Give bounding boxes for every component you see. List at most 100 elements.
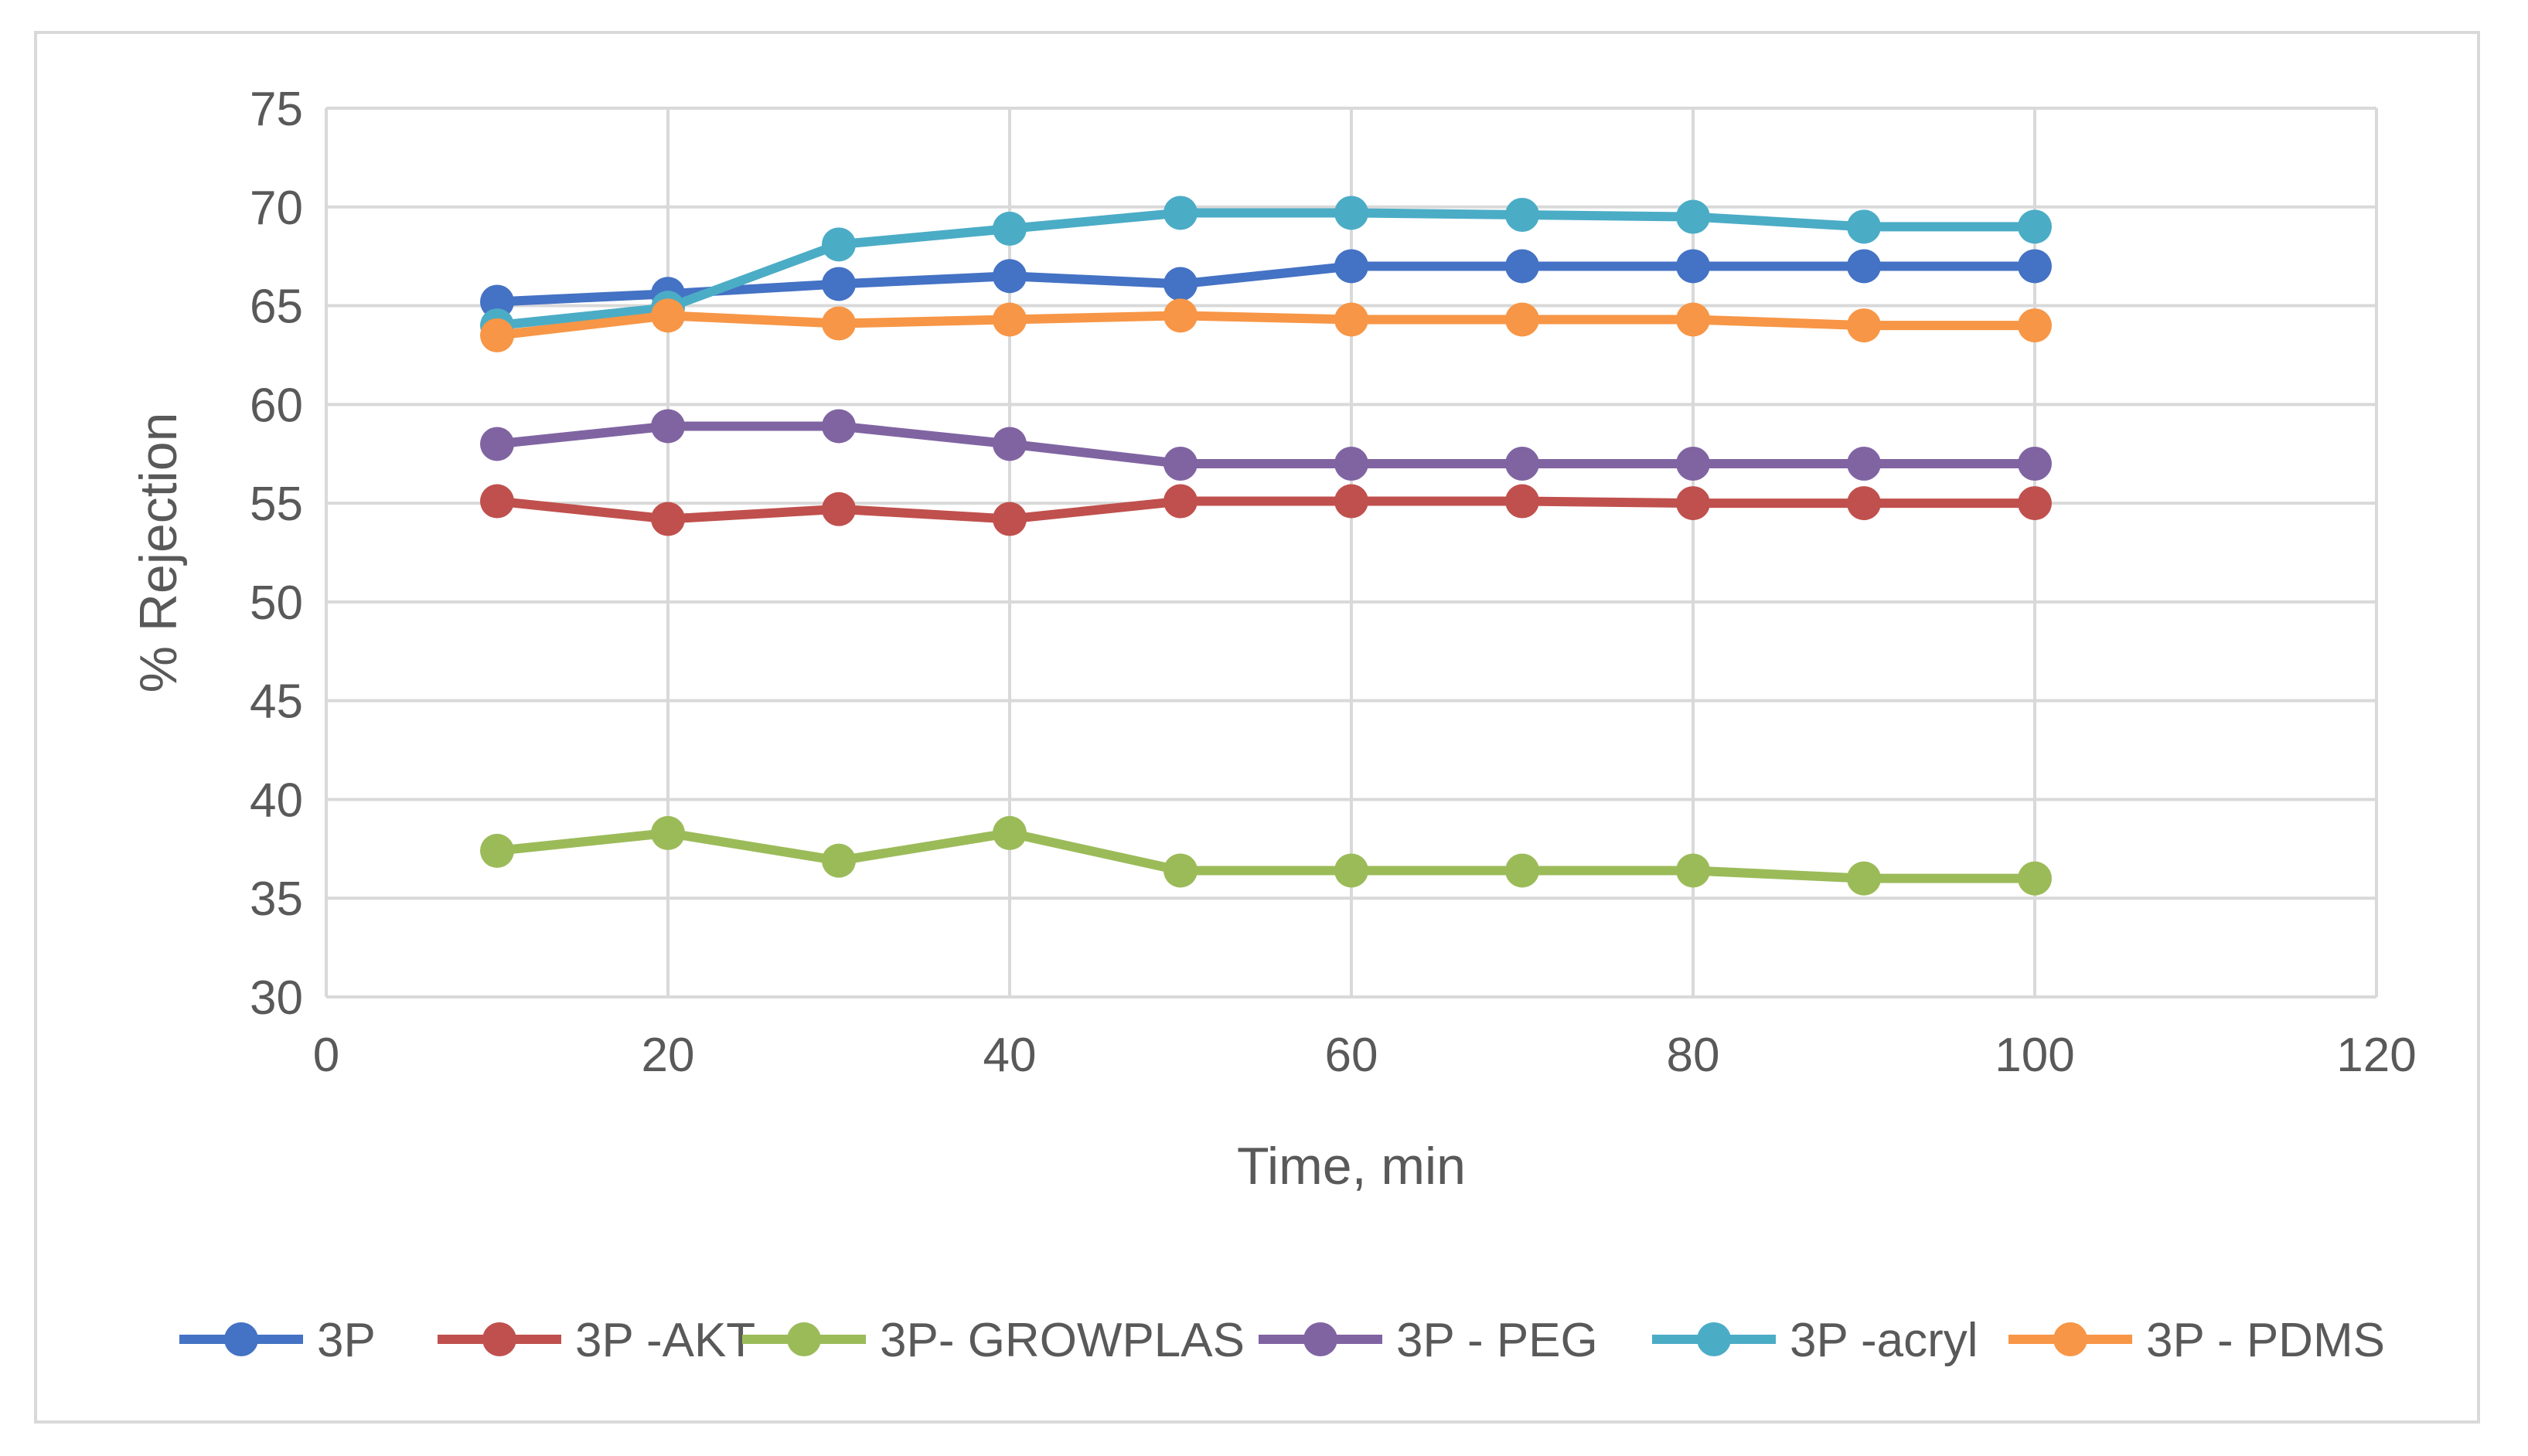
data-point bbox=[1334, 484, 1368, 519]
y-tick-label: 60 bbox=[250, 379, 303, 432]
legend-marker bbox=[1697, 1322, 1731, 1356]
data-point bbox=[1505, 447, 1539, 481]
data-point bbox=[822, 306, 856, 341]
data-point bbox=[993, 427, 1027, 461]
data-point bbox=[993, 259, 1027, 294]
y-tick-label: 55 bbox=[250, 478, 303, 531]
data-point bbox=[1334, 302, 1368, 337]
legend-item: 3P -acryl bbox=[1652, 1314, 1978, 1367]
legend-label: 3P bbox=[317, 1314, 376, 1367]
data-point bbox=[1676, 853, 1710, 888]
data-point bbox=[480, 318, 514, 352]
data-point bbox=[651, 409, 685, 444]
y-tick-label: 40 bbox=[250, 774, 303, 827]
legend-marker bbox=[787, 1322, 821, 1356]
y-tick-label: 45 bbox=[250, 675, 303, 729]
data-point bbox=[993, 815, 1027, 850]
data-point bbox=[1847, 249, 1881, 284]
data-point bbox=[1676, 249, 1710, 284]
data-point bbox=[1334, 447, 1368, 481]
legend-item: 3P bbox=[179, 1314, 376, 1367]
data-point bbox=[2018, 308, 2052, 343]
x-tick-label: 40 bbox=[983, 1029, 1037, 1082]
chart-frame bbox=[34, 31, 2480, 1424]
legend: 3P 3P -AKT 3P- GROWPLAS 3P - PEG 3P -acryl 3P… bbox=[179, 1314, 2385, 1367]
data-point bbox=[1163, 298, 1198, 333]
data-point bbox=[1847, 861, 1881, 896]
series-line bbox=[496, 496, 2035, 524]
y-tick-label: 65 bbox=[250, 281, 303, 334]
legend-marker bbox=[1303, 1322, 1337, 1356]
y-tick-label: 35 bbox=[250, 873, 303, 926]
data-point bbox=[2018, 861, 2052, 896]
data-point bbox=[2018, 249, 2052, 284]
legend-label: 3P -acryl bbox=[1790, 1314, 1978, 1367]
series-3 bbox=[480, 409, 2052, 481]
data-point bbox=[1334, 249, 1368, 284]
series-line bbox=[496, 421, 2035, 468]
series-2 bbox=[480, 815, 2052, 896]
data-point bbox=[822, 227, 856, 262]
data-point bbox=[1163, 853, 1198, 888]
y-axis-title: % Rejection bbox=[129, 413, 188, 693]
data-point bbox=[1847, 209, 1881, 244]
data-point bbox=[822, 843, 856, 878]
legend-marker bbox=[482, 1322, 516, 1356]
legend-label: 3P - PDMS bbox=[2146, 1314, 2385, 1367]
data-point bbox=[651, 815, 685, 850]
series-0 bbox=[480, 249, 2052, 319]
data-point bbox=[1676, 199, 1710, 234]
data-point bbox=[1505, 302, 1539, 337]
y-tick-labels: 30 35 40 45 50 55 60 65 70 75 bbox=[250, 83, 303, 1025]
data-point bbox=[993, 211, 1027, 246]
data-point bbox=[651, 502, 685, 536]
series-line bbox=[496, 311, 2035, 340]
legend-marker bbox=[2053, 1322, 2087, 1356]
data-point bbox=[480, 284, 514, 319]
data-point bbox=[1163, 484, 1198, 519]
legend-marker bbox=[224, 1322, 258, 1356]
data-point bbox=[2018, 486, 2052, 521]
data-point bbox=[1847, 486, 1881, 521]
data-point bbox=[480, 427, 514, 461]
data-point bbox=[1334, 853, 1368, 888]
x-tick-label: 60 bbox=[1325, 1029, 1378, 1082]
x-tick-label: 20 bbox=[642, 1029, 695, 1082]
x-tick-label: 100 bbox=[1995, 1029, 2074, 1082]
x-tick-label: 120 bbox=[2336, 1029, 2416, 1082]
series-line bbox=[496, 208, 2035, 331]
series-5 bbox=[480, 298, 2052, 352]
legend-label: 3P - PEG bbox=[1396, 1314, 1598, 1367]
data-point bbox=[1163, 447, 1198, 481]
x-tick-labels: 0 20 40 60 80 100 120 bbox=[313, 1029, 2417, 1082]
data-point bbox=[1163, 267, 1198, 301]
series-1 bbox=[480, 484, 2052, 536]
series-line bbox=[496, 828, 2035, 883]
data-point bbox=[480, 484, 514, 519]
data-point bbox=[822, 492, 856, 526]
data-point bbox=[993, 502, 1027, 536]
legend-item: 3P- GROWPLAS bbox=[742, 1314, 1245, 1367]
data-point bbox=[1676, 486, 1710, 521]
legend-label: 3P- GROWPLAS bbox=[880, 1314, 1245, 1367]
data-point bbox=[822, 267, 856, 301]
y-tick-label: 50 bbox=[250, 577, 303, 630]
data-point bbox=[480, 833, 514, 868]
series-line bbox=[496, 261, 2035, 307]
y-tick-label: 75 bbox=[250, 83, 303, 136]
data-point bbox=[1676, 302, 1710, 337]
data-point bbox=[822, 409, 856, 444]
y-tick-label: 70 bbox=[250, 182, 303, 235]
data-point bbox=[1676, 447, 1710, 481]
legend-item: 3P - PEG bbox=[1259, 1314, 1598, 1367]
data-point bbox=[1334, 196, 1368, 230]
data-point bbox=[1505, 249, 1539, 284]
data-point bbox=[1505, 853, 1539, 888]
x-tick-label: 80 bbox=[1667, 1029, 1720, 1082]
data-point bbox=[651, 298, 685, 333]
data-point bbox=[2018, 209, 2052, 244]
x-axis-title: Time, min bbox=[1237, 1137, 1466, 1196]
legend-label: 3P -AKT bbox=[575, 1314, 755, 1367]
data-point bbox=[1163, 196, 1198, 230]
